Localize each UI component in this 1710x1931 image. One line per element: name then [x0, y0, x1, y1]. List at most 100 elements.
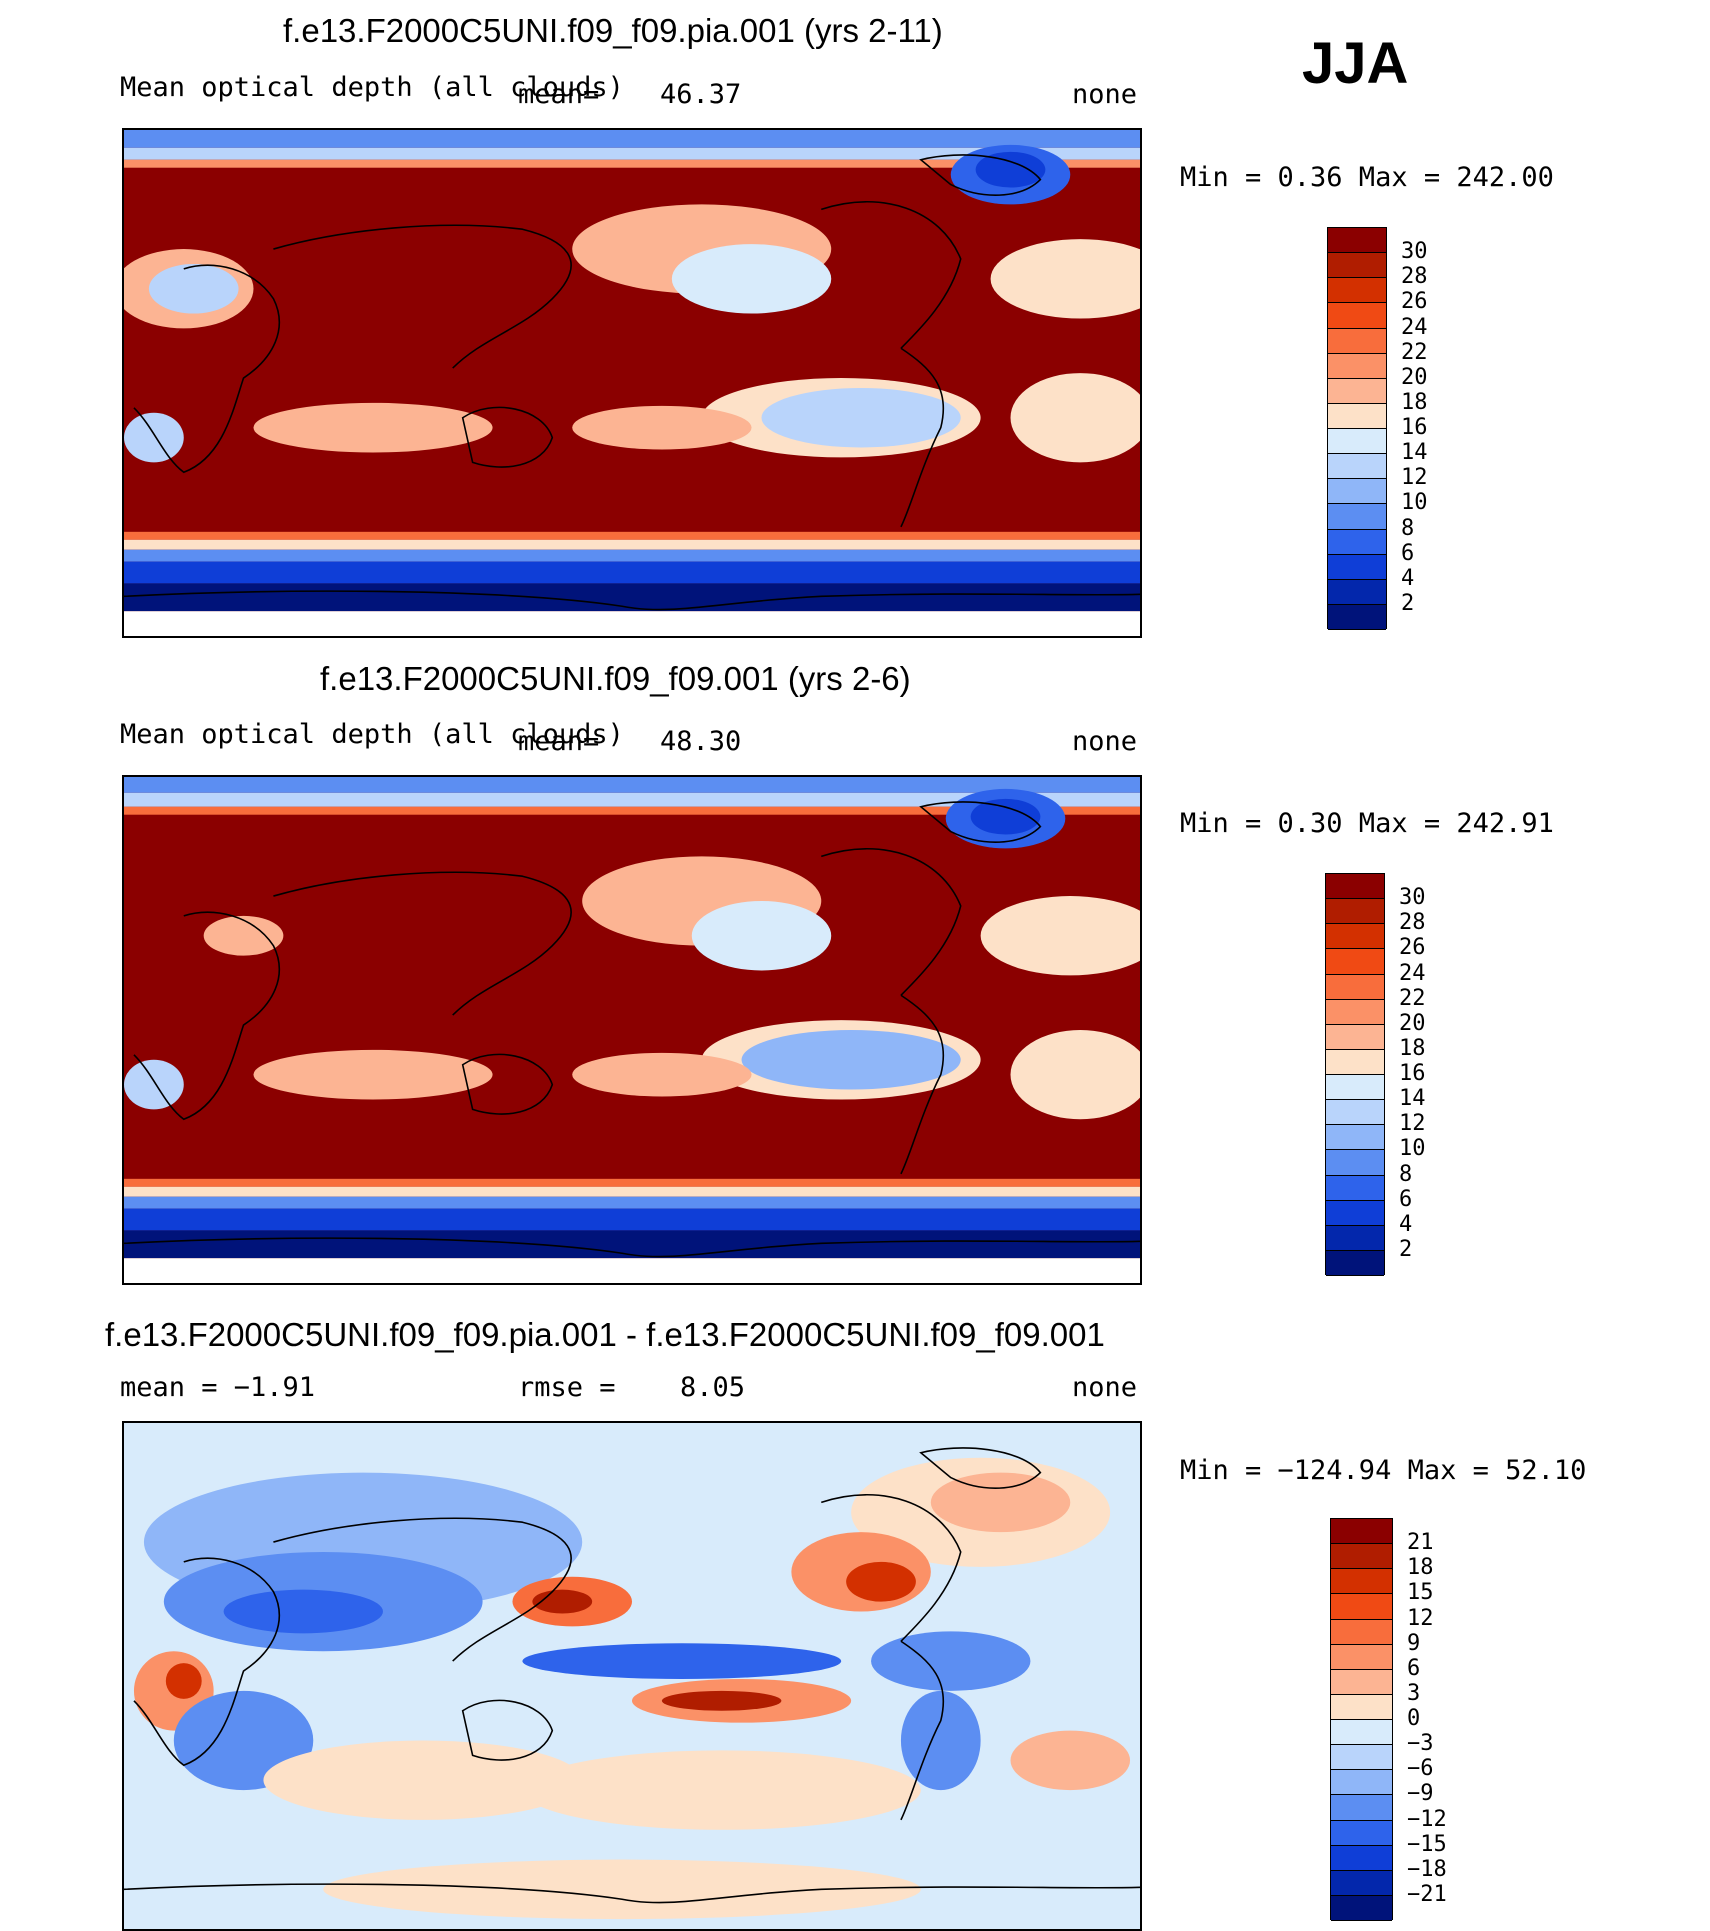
- colorbar-3-swatch: [1331, 1845, 1392, 1871]
- colorbar-2-swatch: [1326, 924, 1384, 950]
- colorbar-2-label: 4: [1399, 1211, 1413, 1237]
- colorbar-1-label: 28: [1401, 264, 1428, 290]
- colorbar-3-label: −3: [1407, 1731, 1434, 1757]
- colorbar-3-label: −21: [1407, 1881, 1447, 1907]
- panel-3-map: [122, 1421, 1142, 1931]
- colorbar-1-label: 20: [1401, 364, 1428, 390]
- colorbar-3-label: 6: [1407, 1655, 1421, 1681]
- panel-1-mean-value: 46.37: [660, 79, 742, 110]
- colorbar-2-label: 6: [1399, 1186, 1413, 1212]
- colorbar-2-label: 8: [1399, 1161, 1413, 1187]
- panel-1-minmax: Min = 0.36 Max = 242.00: [1180, 162, 1554, 193]
- colorbar-2-swatch: [1326, 1200, 1384, 1226]
- colorbar-3-label: 12: [1407, 1605, 1434, 1631]
- colorbar-1-label: 24: [1401, 314, 1428, 340]
- colorbar-1-label: 30: [1401, 239, 1428, 265]
- colorbar-1-label: 12: [1401, 465, 1428, 491]
- colorbar-3-label: 0: [1407, 1706, 1421, 1731]
- season-label: JJA: [1302, 31, 1409, 96]
- colorbar-1-swatch: [1328, 253, 1386, 279]
- colorbar-2-label: 16: [1399, 1061, 1426, 1086]
- colorbar-1-swatch: [1328, 454, 1386, 480]
- colorbar-3-swatch: [1331, 1544, 1392, 1570]
- colorbar-1-swatch: [1328, 378, 1386, 404]
- colorbar-2-swatch: [1326, 974, 1384, 1000]
- colorbar-3-label: −18: [1407, 1856, 1447, 1882]
- colorbar-2-swatch: [1326, 1049, 1384, 1075]
- colorbar-2-label: 24: [1399, 960, 1426, 986]
- colorbar-2-swatch: [1326, 1075, 1384, 1101]
- panel-3-map-svg: [124, 1423, 1140, 1929]
- colorbar-1-swatch: [1328, 429, 1386, 455]
- panel-1-units: none: [1072, 79, 1138, 110]
- colorbar-2-label: 10: [1399, 1136, 1426, 1162]
- colorbar-3-swatch: [1331, 1745, 1392, 1771]
- colorbar-3-swatch: [1331, 1569, 1392, 1595]
- colorbar-2-label: 2: [1399, 1236, 1413, 1262]
- colorbar-1-label: 18: [1401, 389, 1428, 415]
- colorbar-1-label: 6: [1401, 540, 1415, 566]
- colorbar-2-label: 14: [1399, 1086, 1426, 1112]
- colorbar-3-swatch: [1331, 1694, 1392, 1720]
- colorbar-1-label: 22: [1401, 339, 1428, 365]
- colorbar-1-label: 4: [1401, 565, 1415, 591]
- colorbar-1-swatch: [1328, 403, 1386, 429]
- colorbar-3-swatch: [1331, 1619, 1392, 1645]
- colorbar-1-swatch: [1328, 353, 1386, 379]
- colorbar-1-swatch: [1328, 529, 1386, 555]
- colorbar-3-swatch: [1331, 1870, 1392, 1896]
- panel-2-title: f.e13.F2000C5UNI.f09_f09.001 (yrs 2-6): [320, 660, 911, 697]
- colorbar-3-label: 9: [1407, 1630, 1421, 1656]
- panel-2-units: none: [1072, 726, 1138, 757]
- panel-2-mean-value: 48.30: [660, 726, 742, 757]
- colorbar-2-label: 18: [1399, 1035, 1426, 1061]
- colorbar-2-label: 20: [1399, 1010, 1426, 1036]
- colorbar-3-swatch: [1331, 1669, 1392, 1695]
- colorbar-2-swatch: [1326, 1100, 1384, 1126]
- colorbar-3-swatch: [1331, 1594, 1392, 1620]
- colorbar-3-label: −6: [1407, 1756, 1434, 1782]
- colorbar-2-swatch: [1326, 1175, 1384, 1201]
- panel-1-variable-label: Mean optical depth (all clouds): [120, 72, 624, 103]
- panel-1-map-svg: [124, 130, 1140, 636]
- colorbar-3-label: 3: [1407, 1680, 1421, 1706]
- colorbar-1-label: 10: [1401, 490, 1428, 516]
- colorbar-3-label: −9: [1407, 1781, 1434, 1807]
- colorbar-3-label: 15: [1407, 1580, 1434, 1606]
- colorbar-1-label: 26: [1401, 289, 1428, 315]
- colorbar-1-swatch: [1328, 278, 1386, 304]
- colorbar-3-swatch: [1331, 1895, 1392, 1921]
- panel-3-mean: mean = −1.91: [120, 1372, 316, 1403]
- colorbar-2-label: 12: [1399, 1111, 1426, 1137]
- colorbar-2-swatch: [1326, 874, 1384, 900]
- colorbar-1-label: 14: [1401, 440, 1428, 466]
- colorbar-2-label: 22: [1399, 985, 1426, 1011]
- colorbar-3-swatch: [1331, 1519, 1392, 1545]
- colorbar-1-label: 8: [1401, 515, 1415, 541]
- panel-2-mean-label: mean=: [518, 726, 600, 757]
- colorbar-2-swatch: [1326, 1024, 1384, 1050]
- panel-1-title: f.e13.F2000C5UNI.f09_f09.pia.001 (yrs 2-…: [283, 12, 943, 49]
- colorbar-1-swatch: [1328, 228, 1386, 254]
- colorbar-2-label: 26: [1399, 935, 1426, 961]
- panel-3-rmse-value: 8.05: [680, 1372, 746, 1403]
- colorbar-2-label: 28: [1399, 910, 1426, 936]
- colorbar-3-label: 21: [1407, 1530, 1434, 1556]
- colorbar-3-label: −12: [1407, 1806, 1447, 1832]
- colorbar-2-swatch: [1326, 899, 1384, 925]
- panel-2-variable-label: Mean optical depth (all clouds): [120, 719, 624, 750]
- panel-1-map: [122, 128, 1142, 638]
- panel-3-rmse-label: rmse =: [518, 1372, 616, 1403]
- panel-1-mean-label: mean=: [518, 79, 600, 110]
- colorbar-2-label: 30: [1399, 885, 1426, 911]
- colorbar-3-swatch: [1331, 1820, 1392, 1846]
- colorbar-1-swatch: [1328, 328, 1386, 354]
- colorbar-3-swatch: [1331, 1795, 1392, 1821]
- colorbar-1-label: 2: [1401, 590, 1415, 616]
- panel-3-title: f.e13.F2000C5UNI.f09_f09.pia.001 - f.e13…: [105, 1316, 1105, 1353]
- colorbar-1-swatch: [1328, 554, 1386, 580]
- colorbar-3-label: 18: [1407, 1555, 1434, 1581]
- colorbar-3-swatch: [1331, 1720, 1392, 1746]
- colorbar-1-swatch: [1328, 303, 1386, 329]
- panel-3-minmax: Min = −124.94 Max = 52.10: [1180, 1455, 1587, 1486]
